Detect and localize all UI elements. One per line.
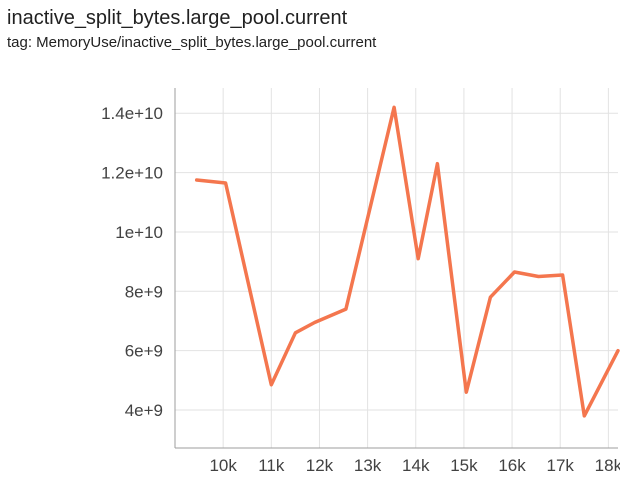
y-tick-label: 1.2e+10 (101, 164, 163, 183)
chart-title: inactive_split_bytes.large_pool.current (7, 7, 348, 29)
y-tick-label: 1.4e+10 (101, 104, 163, 123)
y-tick-label: 8e+9 (125, 282, 163, 301)
y-tick-label: 1e+10 (115, 223, 163, 242)
x-tick-label: 13k (354, 456, 382, 475)
x-tick-label: 16k (498, 456, 526, 475)
x-tick-label: 12k (306, 456, 334, 475)
x-tick-label: 10k (209, 456, 237, 475)
y-tick-label: 6e+9 (125, 342, 163, 361)
series-line (194, 105, 620, 418)
y-tick-label: 4e+9 (125, 401, 163, 420)
x-tick-label: 15k (450, 456, 478, 475)
chart-tag: tag: MemoryUse/inactive_split_bytes.larg… (7, 34, 377, 51)
x-tick-label: 18k (595, 456, 620, 475)
x-tick-label: 11k (258, 456, 285, 475)
line-chart-svg[interactable]: 4e+9 6e+9 8e+9 1e+10 1.2e+10 1.4e+10 10k 11k 12k… (0, 78, 620, 494)
x-tick-label: 17k (547, 456, 575, 475)
x-tick-label: 14k (402, 456, 430, 475)
